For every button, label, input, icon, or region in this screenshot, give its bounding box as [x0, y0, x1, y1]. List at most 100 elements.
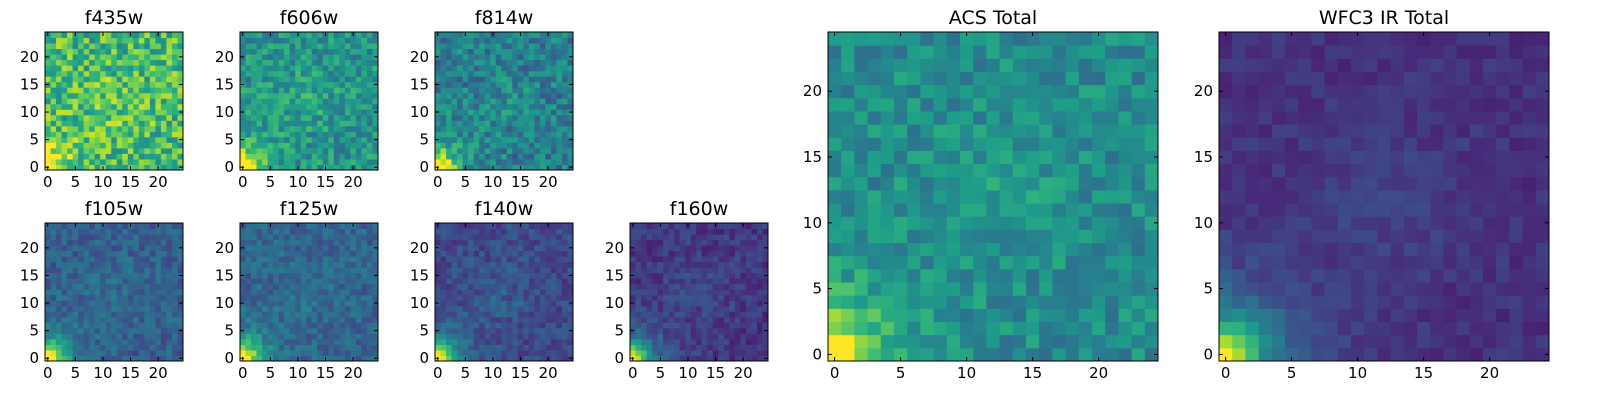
heatmap-cell: [501, 164, 508, 171]
heatmap-cell: [160, 98, 167, 105]
heatmap-cell: [479, 333, 486, 340]
heatmap-cell: [278, 59, 285, 66]
heatmap-cell: [1131, 255, 1146, 270]
heatmap-cell: [350, 228, 357, 235]
heatmap-cell: [350, 136, 357, 143]
heatmap-cell: [451, 114, 458, 121]
heatmap-cell: [83, 305, 90, 312]
heatmap-cell: [262, 338, 269, 345]
heatmap-cell: [986, 347, 1001, 362]
heatmap-cell: [440, 153, 447, 160]
heatmap-cell: [50, 261, 57, 268]
heatmap-cell: [556, 109, 563, 116]
heatmap-cell: [50, 305, 57, 312]
heatmap-cell: [105, 300, 112, 307]
heatmap-cell: [745, 349, 752, 356]
heatmap-cell: [116, 228, 123, 235]
heatmap-cell: [701, 338, 708, 345]
heatmap-cell: [545, 322, 552, 329]
heatmap-cell: [372, 32, 379, 39]
heatmap-cell: [56, 125, 63, 132]
heatmap-cell: [50, 114, 57, 121]
heatmap-cell: [657, 289, 664, 296]
heatmap-cell: [295, 114, 302, 121]
x-tick-label: 10: [93, 364, 112, 382]
heatmap-cell: [457, 316, 464, 323]
heatmap-cell: [523, 125, 530, 132]
heatmap-cell: [72, 87, 79, 94]
heatmap-cell: [67, 256, 74, 263]
heatmap-cell: [83, 59, 90, 66]
heatmap-cell: [366, 147, 373, 154]
heatmap-cell: [473, 153, 480, 160]
heatmap-cell: [539, 300, 546, 307]
heatmap-cell: [734, 283, 741, 290]
heatmap-cell: [523, 120, 530, 127]
heatmap-cell: [652, 322, 659, 329]
heatmap-cell: [133, 32, 140, 39]
heatmap-cell: [78, 98, 85, 105]
y-tick-label: 5: [29, 131, 39, 149]
heatmap-cell: [690, 294, 697, 301]
heatmap-cell: [45, 153, 52, 160]
heatmap-cell: [1105, 216, 1119, 230]
heatmap-cell: [240, 98, 247, 105]
heatmap-cell: [333, 147, 340, 154]
heatmap-cell: [311, 305, 318, 312]
heatmap-cell: [273, 147, 280, 154]
heatmap-cell: [880, 347, 895, 362]
heatmap-cell: [440, 283, 447, 290]
heatmap-cell: [668, 355, 675, 362]
heatmap-cell: [539, 322, 546, 329]
heatmap-cell: [177, 311, 184, 318]
heatmap-cell: [907, 334, 921, 349]
heatmap-cell: [166, 153, 173, 160]
heatmap-cell: [517, 153, 524, 160]
heatmap-cell: [350, 322, 357, 329]
heatmap-cell: [1065, 216, 1080, 230]
heatmap-cell: [663, 261, 670, 268]
heatmap-cell: [311, 245, 318, 252]
heatmap-cell: [473, 120, 480, 127]
heatmap-cell: [366, 65, 373, 72]
heatmap-cell: [333, 338, 340, 345]
heatmap-cell: [45, 120, 52, 127]
heatmap-cell: [894, 308, 908, 323]
heatmap-cell: [284, 131, 291, 138]
heatmap-cell: [278, 333, 285, 340]
heatmap-cell: [361, 261, 368, 268]
heatmap-cell: [550, 114, 557, 121]
heatmap-cell: [273, 322, 280, 329]
heatmap-cell: [828, 216, 842, 230]
heatmap-cell: [646, 327, 653, 334]
heatmap-cell: [328, 54, 335, 61]
heatmap-cell: [245, 43, 252, 50]
heatmap-cell: [105, 153, 112, 160]
heatmap-cell: [166, 261, 173, 268]
heatmap-cell: [111, 92, 118, 99]
heatmap-cell: [166, 228, 173, 235]
heatmap-cell: [311, 327, 318, 334]
heatmap-cell: [78, 300, 85, 307]
heatmap-cell: [116, 65, 123, 72]
heatmap-cell: [907, 242, 921, 257]
heatmap-cell: [657, 294, 664, 301]
heatmap-cell: [668, 333, 675, 340]
heatmap-cell: [539, 147, 546, 154]
heatmap-cell: [690, 272, 697, 279]
heatmap-cell: [166, 294, 173, 301]
heatmap-cell: [289, 120, 296, 127]
heatmap-cell: [284, 239, 291, 246]
heatmap-cell: [94, 48, 101, 55]
heatmap-cell: [45, 234, 52, 241]
heatmap-cell: [116, 76, 123, 83]
heatmap-cell: [240, 311, 247, 318]
heatmap-cell: [350, 305, 357, 312]
heatmap-cell: [907, 347, 921, 362]
heatmap-cell: [880, 268, 895, 283]
heatmap-cell: [311, 87, 318, 94]
heatmap-cell: [462, 239, 469, 246]
heatmap-cell: [45, 228, 52, 235]
heatmap-cell: [311, 261, 318, 268]
heatmap-cell: [652, 278, 659, 285]
